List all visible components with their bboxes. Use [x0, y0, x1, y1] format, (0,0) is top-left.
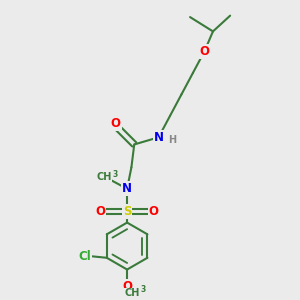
Text: CH: CH	[124, 288, 140, 298]
Text: O: O	[122, 280, 132, 293]
Text: Cl: Cl	[78, 250, 91, 263]
Text: 3: 3	[140, 285, 146, 294]
Text: S: S	[123, 205, 131, 218]
Text: CH: CH	[97, 172, 112, 182]
Text: N: N	[154, 131, 164, 144]
Text: N: N	[122, 182, 132, 195]
Text: H: H	[168, 135, 176, 145]
Text: O: O	[149, 205, 159, 218]
Text: O: O	[95, 205, 106, 218]
Text: 3: 3	[112, 170, 118, 179]
Text: O: O	[111, 117, 121, 130]
Text: O: O	[200, 45, 209, 58]
